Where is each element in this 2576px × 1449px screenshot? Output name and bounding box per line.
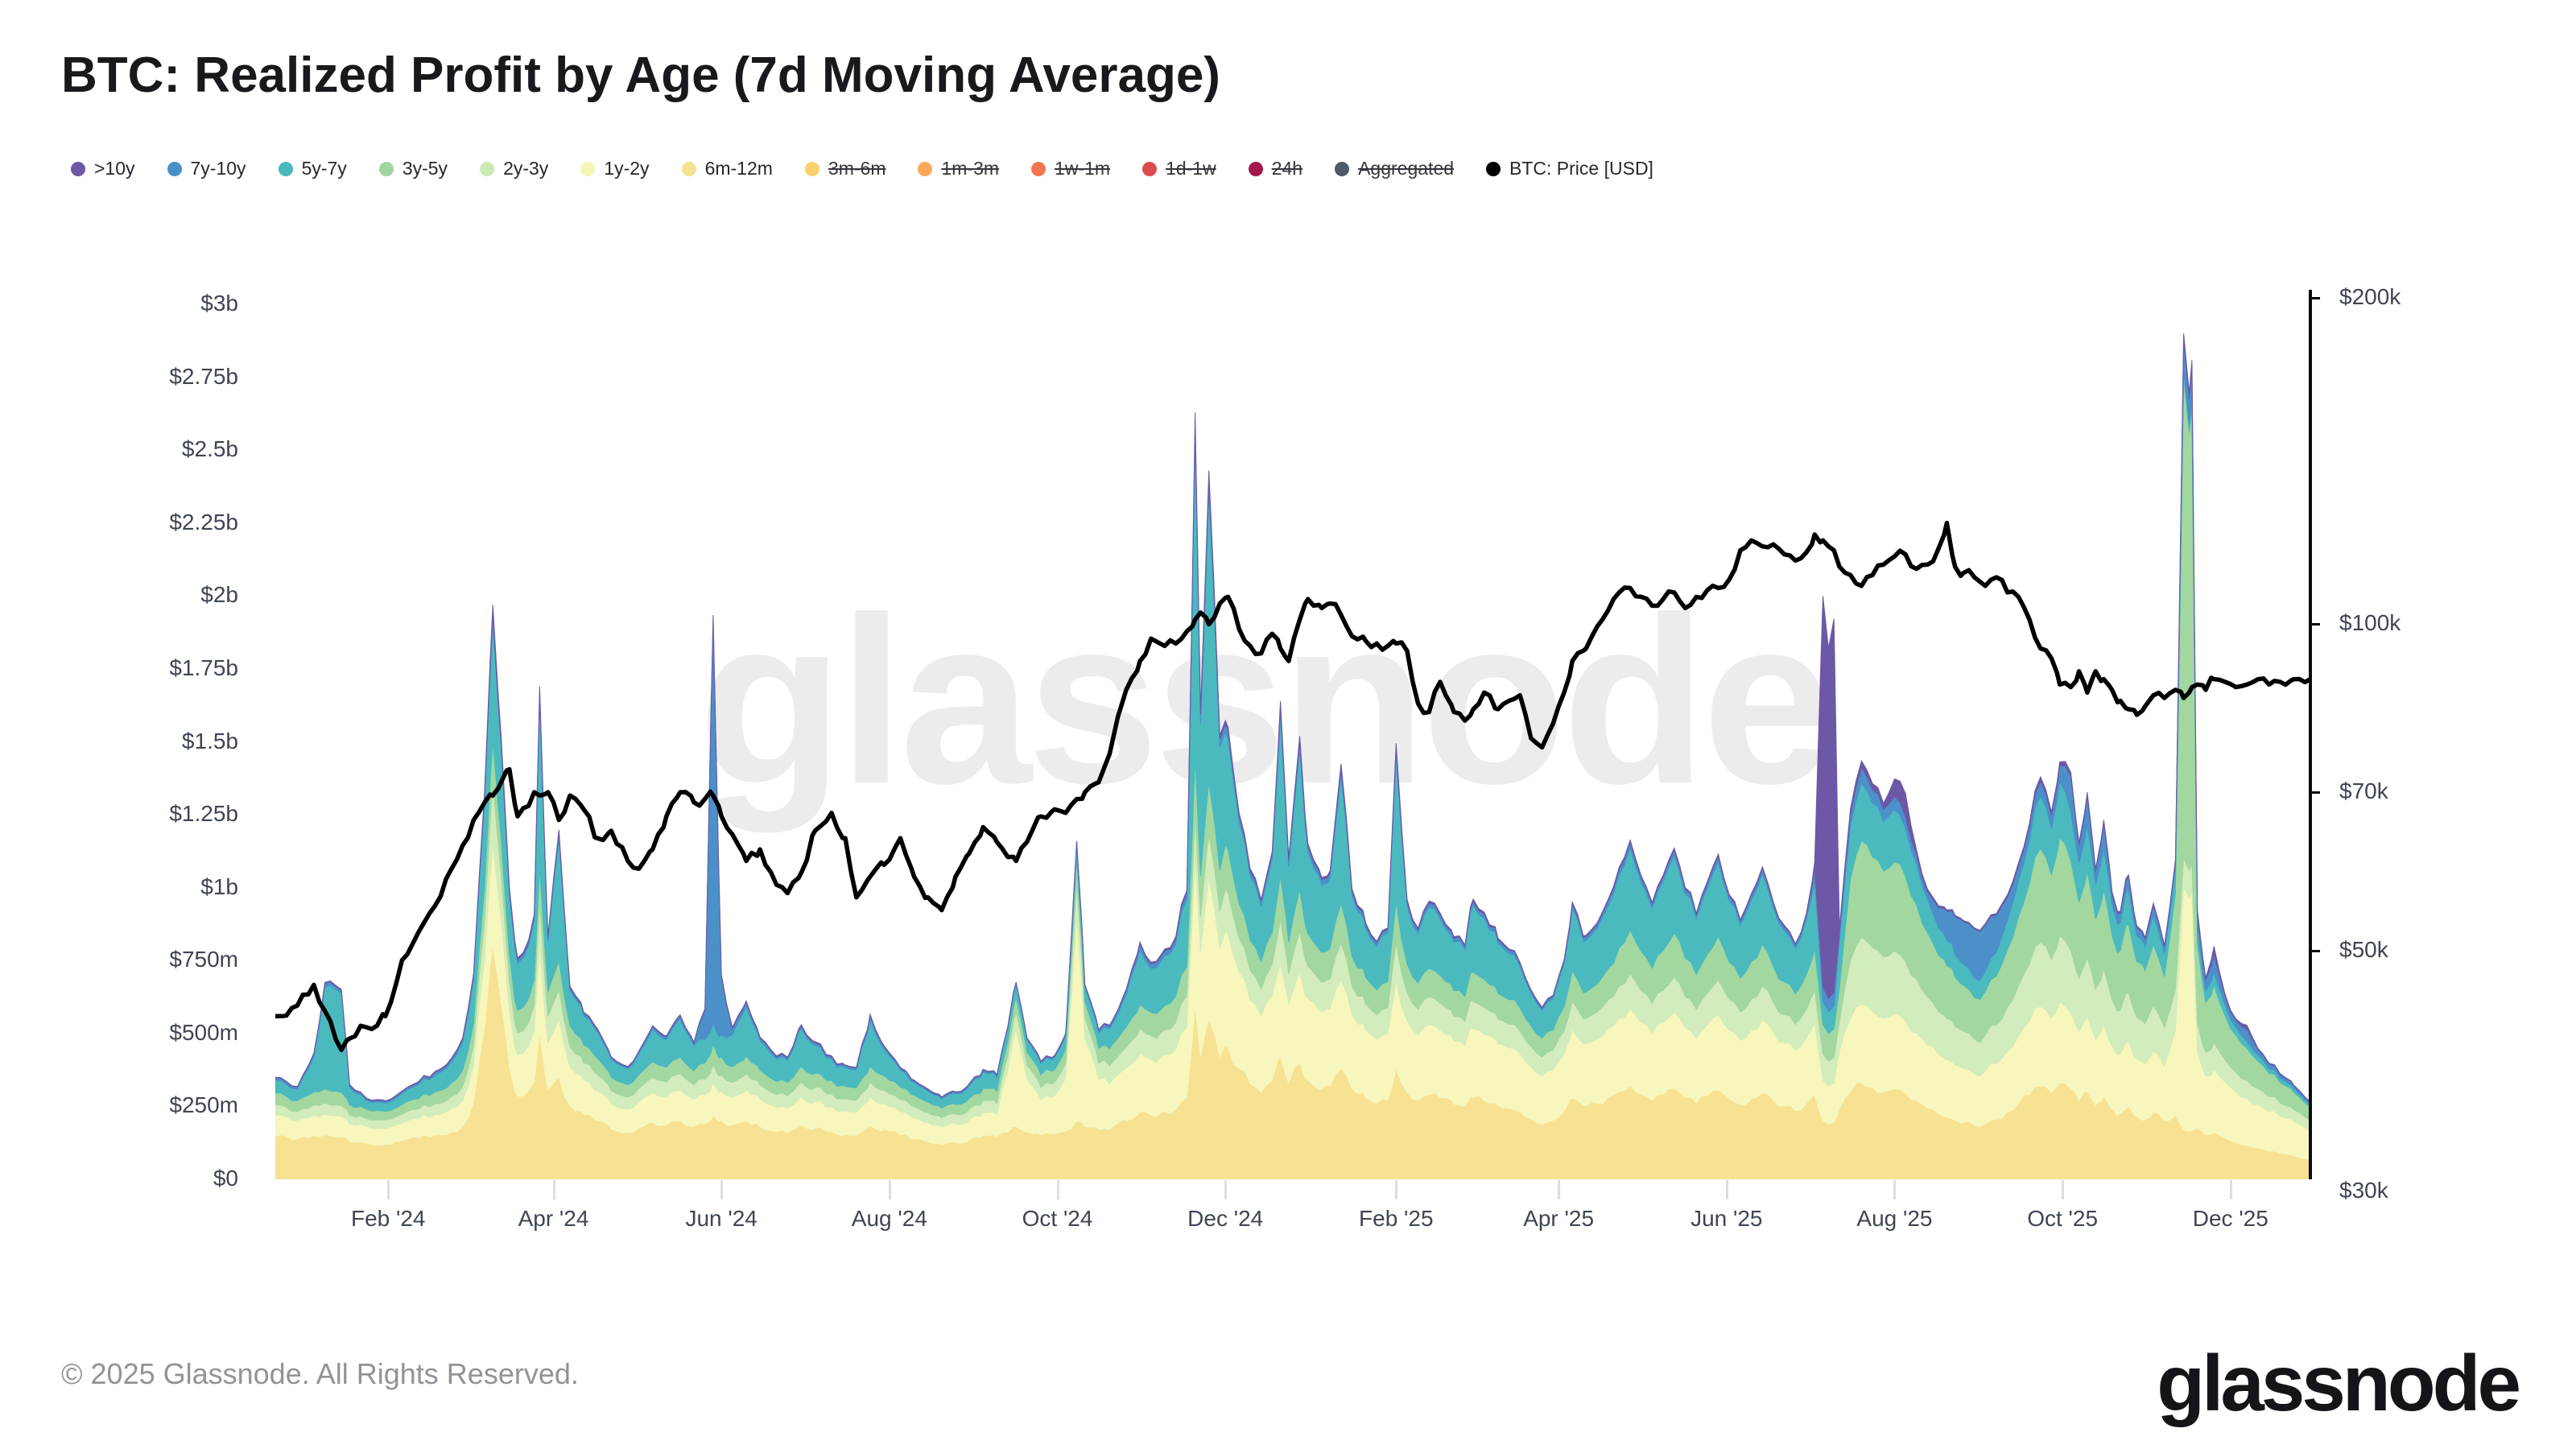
x-tick-mark <box>2229 1180 2232 1199</box>
legend-item-1d-1w[interactable]: 1d-1w <box>1142 158 1216 180</box>
legend-dot-icon <box>804 161 819 176</box>
legend-dot-icon <box>278 161 293 176</box>
legend-item--10y[interactable]: >10y <box>71 158 135 180</box>
y-left-tick-label: $0 <box>213 1166 238 1191</box>
glassnode-logo: glassnode <box>2157 1339 2521 1427</box>
legend-label: 3m-6m <box>828 158 886 179</box>
y-left-tick-label: $250m <box>169 1092 238 1118</box>
x-tick-label: Oct '25 <box>2027 1206 2099 1231</box>
btc-price-line <box>275 520 2310 1052</box>
legend-label: 2y-3y <box>503 158 549 179</box>
x-tick-mark <box>720 1180 724 1199</box>
legend-item-6m-12m[interactable]: 6m-12m <box>681 158 773 180</box>
legend-dot-icon <box>1486 161 1501 176</box>
legend-dot-icon <box>681 161 696 176</box>
x-tick-label: Dec '25 <box>2192 1206 2268 1231</box>
legend-item-24h[interactable]: 24h <box>1248 158 1303 180</box>
legend-item-5y-7y[interactable]: 5y-7y <box>278 158 347 180</box>
x-tick-label: Feb '24 <box>350 1206 426 1231</box>
chart-canvas[interactable] <box>275 290 2310 1179</box>
legend-dot-icon <box>378 161 394 176</box>
y-left-tick-label: $2.75b <box>169 363 238 389</box>
x-tick-mark <box>1893 1180 1897 1199</box>
x-tick-label: Jun '25 <box>1690 1206 1763 1231</box>
y-right-tick-label: $70k <box>2339 778 2388 804</box>
legend-item-1y-2y[interactable]: 1y-2y <box>580 158 650 180</box>
legend-item-aggregated[interactable]: Aggregated <box>1335 158 1454 180</box>
x-tick-label: Jun '24 <box>685 1206 758 1231</box>
x-tick-label: Dec '24 <box>1187 1206 1264 1231</box>
y-right-tick-mark <box>2312 949 2320 952</box>
legend: >10y 7y-10y 5y-7y 3y-5y 2y-3y 1y-2y 6m-12m 3m-6… <box>71 158 1653 180</box>
x-tick-mark <box>888 1180 891 1199</box>
plot-area[interactable] <box>275 290 2310 1179</box>
legend-item-3y-5y[interactable]: 3y-5y <box>378 158 448 180</box>
legend-item-3m-6m[interactable]: 3m-6m <box>804 158 886 180</box>
legend-label: 1m-3m <box>941 158 1000 179</box>
legend-dot-icon <box>71 161 85 176</box>
x-tick-label: Apr '24 <box>518 1206 589 1231</box>
legend-item-2y-3y[interactable]: 2y-3y <box>480 158 548 180</box>
legend-label: >10y <box>94 158 135 179</box>
legend-item-1m-3m[interactable]: 1m-3m <box>918 158 999 180</box>
x-tick-mark <box>552 1180 555 1199</box>
y-left-tick-label: $2.25b <box>169 509 238 535</box>
legend-item-1w-1m[interactable]: 1w-1m <box>1031 158 1110 180</box>
legend-label: BTC: Price [USD] <box>1509 158 1653 179</box>
legend-item-btc-price-usd-[interactable]: BTC: Price [USD] <box>1486 158 1653 180</box>
y-right-tick-mark <box>2312 791 2320 795</box>
x-tick-mark <box>1395 1180 1398 1199</box>
y-left-tick-label: $2.5b <box>181 436 238 462</box>
legend-dot-icon <box>1031 161 1046 176</box>
y-left-tick-label: $1.25b <box>169 801 238 827</box>
x-tick-label: Feb '25 <box>1359 1206 1434 1231</box>
legend-dot-icon <box>580 161 596 176</box>
x-tick-mark <box>1056 1180 1059 1199</box>
right-axis-spine <box>2309 290 2312 1179</box>
stacked-areas <box>275 333 2310 1179</box>
x-tick-mark <box>387 1180 390 1199</box>
x-tick-mark <box>1558 1180 1561 1199</box>
legend-label: Aggregated <box>1358 158 1455 179</box>
x-tick-mark <box>1224 1180 1228 1199</box>
legend-dot-icon <box>918 161 933 176</box>
legend-dot-icon <box>480 161 495 176</box>
legend-label: 1y-2y <box>604 158 650 179</box>
legend-dot-icon <box>1248 161 1263 176</box>
legend-label: 5y-7y <box>301 158 347 179</box>
legend-label: 24h <box>1271 158 1303 179</box>
legend-dot-icon <box>1142 161 1158 176</box>
y-right-tick-label: $50k <box>2339 936 2388 962</box>
copyright-text: © 2025 Glassnode. All Rights Reserved. <box>61 1357 579 1390</box>
y-right-tick-label: $30k <box>2339 1177 2388 1203</box>
legend-label: 1d-1w <box>1166 158 1216 179</box>
y-right-tick-label: $200k <box>2339 284 2401 309</box>
y-left-tick-label: $2b <box>200 582 238 608</box>
legend-dot-icon <box>167 161 182 176</box>
legend-label: 7y-10y <box>190 158 246 179</box>
y-right-tick-label: $100k <box>2339 610 2401 636</box>
y-left-tick-label: $750m <box>169 947 238 972</box>
x-tick-mark <box>2062 1180 2065 1199</box>
x-tick-label: Apr '25 <box>1523 1206 1595 1231</box>
x-tick-label: Oct '24 <box>1022 1206 1093 1231</box>
y-left-tick-label: $500m <box>169 1019 238 1045</box>
y-right-tick-mark <box>2312 623 2320 626</box>
y-right-tick-mark <box>2312 297 2320 299</box>
x-tick-label: Aug '24 <box>851 1206 927 1231</box>
legend-item-7y-10y[interactable]: 7y-10y <box>167 158 246 180</box>
x-tick-mark <box>1725 1180 1728 1199</box>
legend-label: 6m-12m <box>704 158 773 179</box>
chart-title: BTC: Realized Profit by Age (7d Moving A… <box>61 47 1220 103</box>
y-left-tick-label: $3b <box>200 291 238 316</box>
y-left-tick-label: $1.5b <box>181 728 238 753</box>
legend-dot-icon <box>1335 161 1350 176</box>
x-tick-label: Aug '25 <box>1856 1206 1933 1231</box>
y-left-tick-label: $1b <box>200 873 238 899</box>
area--10y <box>275 333 2310 1103</box>
y-left-tick-label: $1.75b <box>169 654 238 680</box>
legend-label: 1w-1m <box>1055 158 1111 179</box>
legend-label: 3y-5y <box>402 158 448 179</box>
